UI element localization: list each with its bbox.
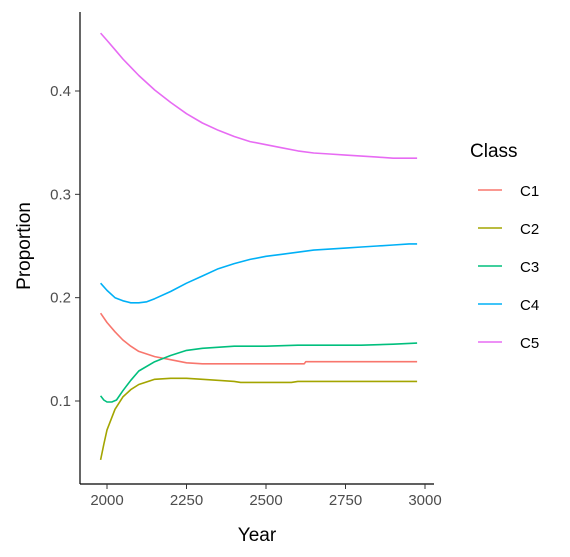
series-layer [101, 33, 418, 460]
series-line-c2 [101, 378, 418, 460]
legend-label-c3: C3 [520, 259, 539, 276]
y-axis-title: Proportion [14, 202, 35, 290]
series-line-c4 [101, 244, 418, 303]
legend-items: C1 C2 C3 C4 C5 [478, 183, 539, 352]
series-line-c3 [101, 343, 418, 402]
series-line-c5 [101, 33, 418, 158]
y-axis-ticks: 0.1 0.2 0.3 0.4 [50, 83, 80, 410]
y-tick-label: 0.4 [50, 83, 71, 100]
x-axis-ticks: 2000 2250 2500 2750 3000 [90, 484, 441, 509]
series-line-c1 [101, 313, 418, 364]
legend-label-c1: C1 [520, 183, 539, 200]
x-tick-label: 2250 [170, 492, 203, 509]
legend-label-c4: C4 [520, 297, 539, 314]
legend-title: Class [470, 141, 518, 162]
x-tick-label: 2500 [249, 492, 282, 509]
y-tick-label: 0.2 [50, 290, 71, 307]
x-tick-label: 3000 [408, 492, 441, 509]
x-tick-label: 2000 [90, 492, 123, 509]
x-axis-title: Year [238, 525, 277, 546]
legend-label-c2: C2 [520, 221, 539, 238]
x-tick-label: 2750 [329, 492, 362, 509]
y-tick-label: 0.1 [50, 393, 71, 410]
legend: Class C1 C2 C3 C4 C5 [470, 141, 539, 352]
legend-label-c5: C5 [520, 335, 539, 352]
plot-area: 2000 2250 2500 2750 3000 0.1 0.2 0.3 0.4 [50, 12, 442, 509]
y-tick-label: 0.3 [50, 186, 71, 203]
